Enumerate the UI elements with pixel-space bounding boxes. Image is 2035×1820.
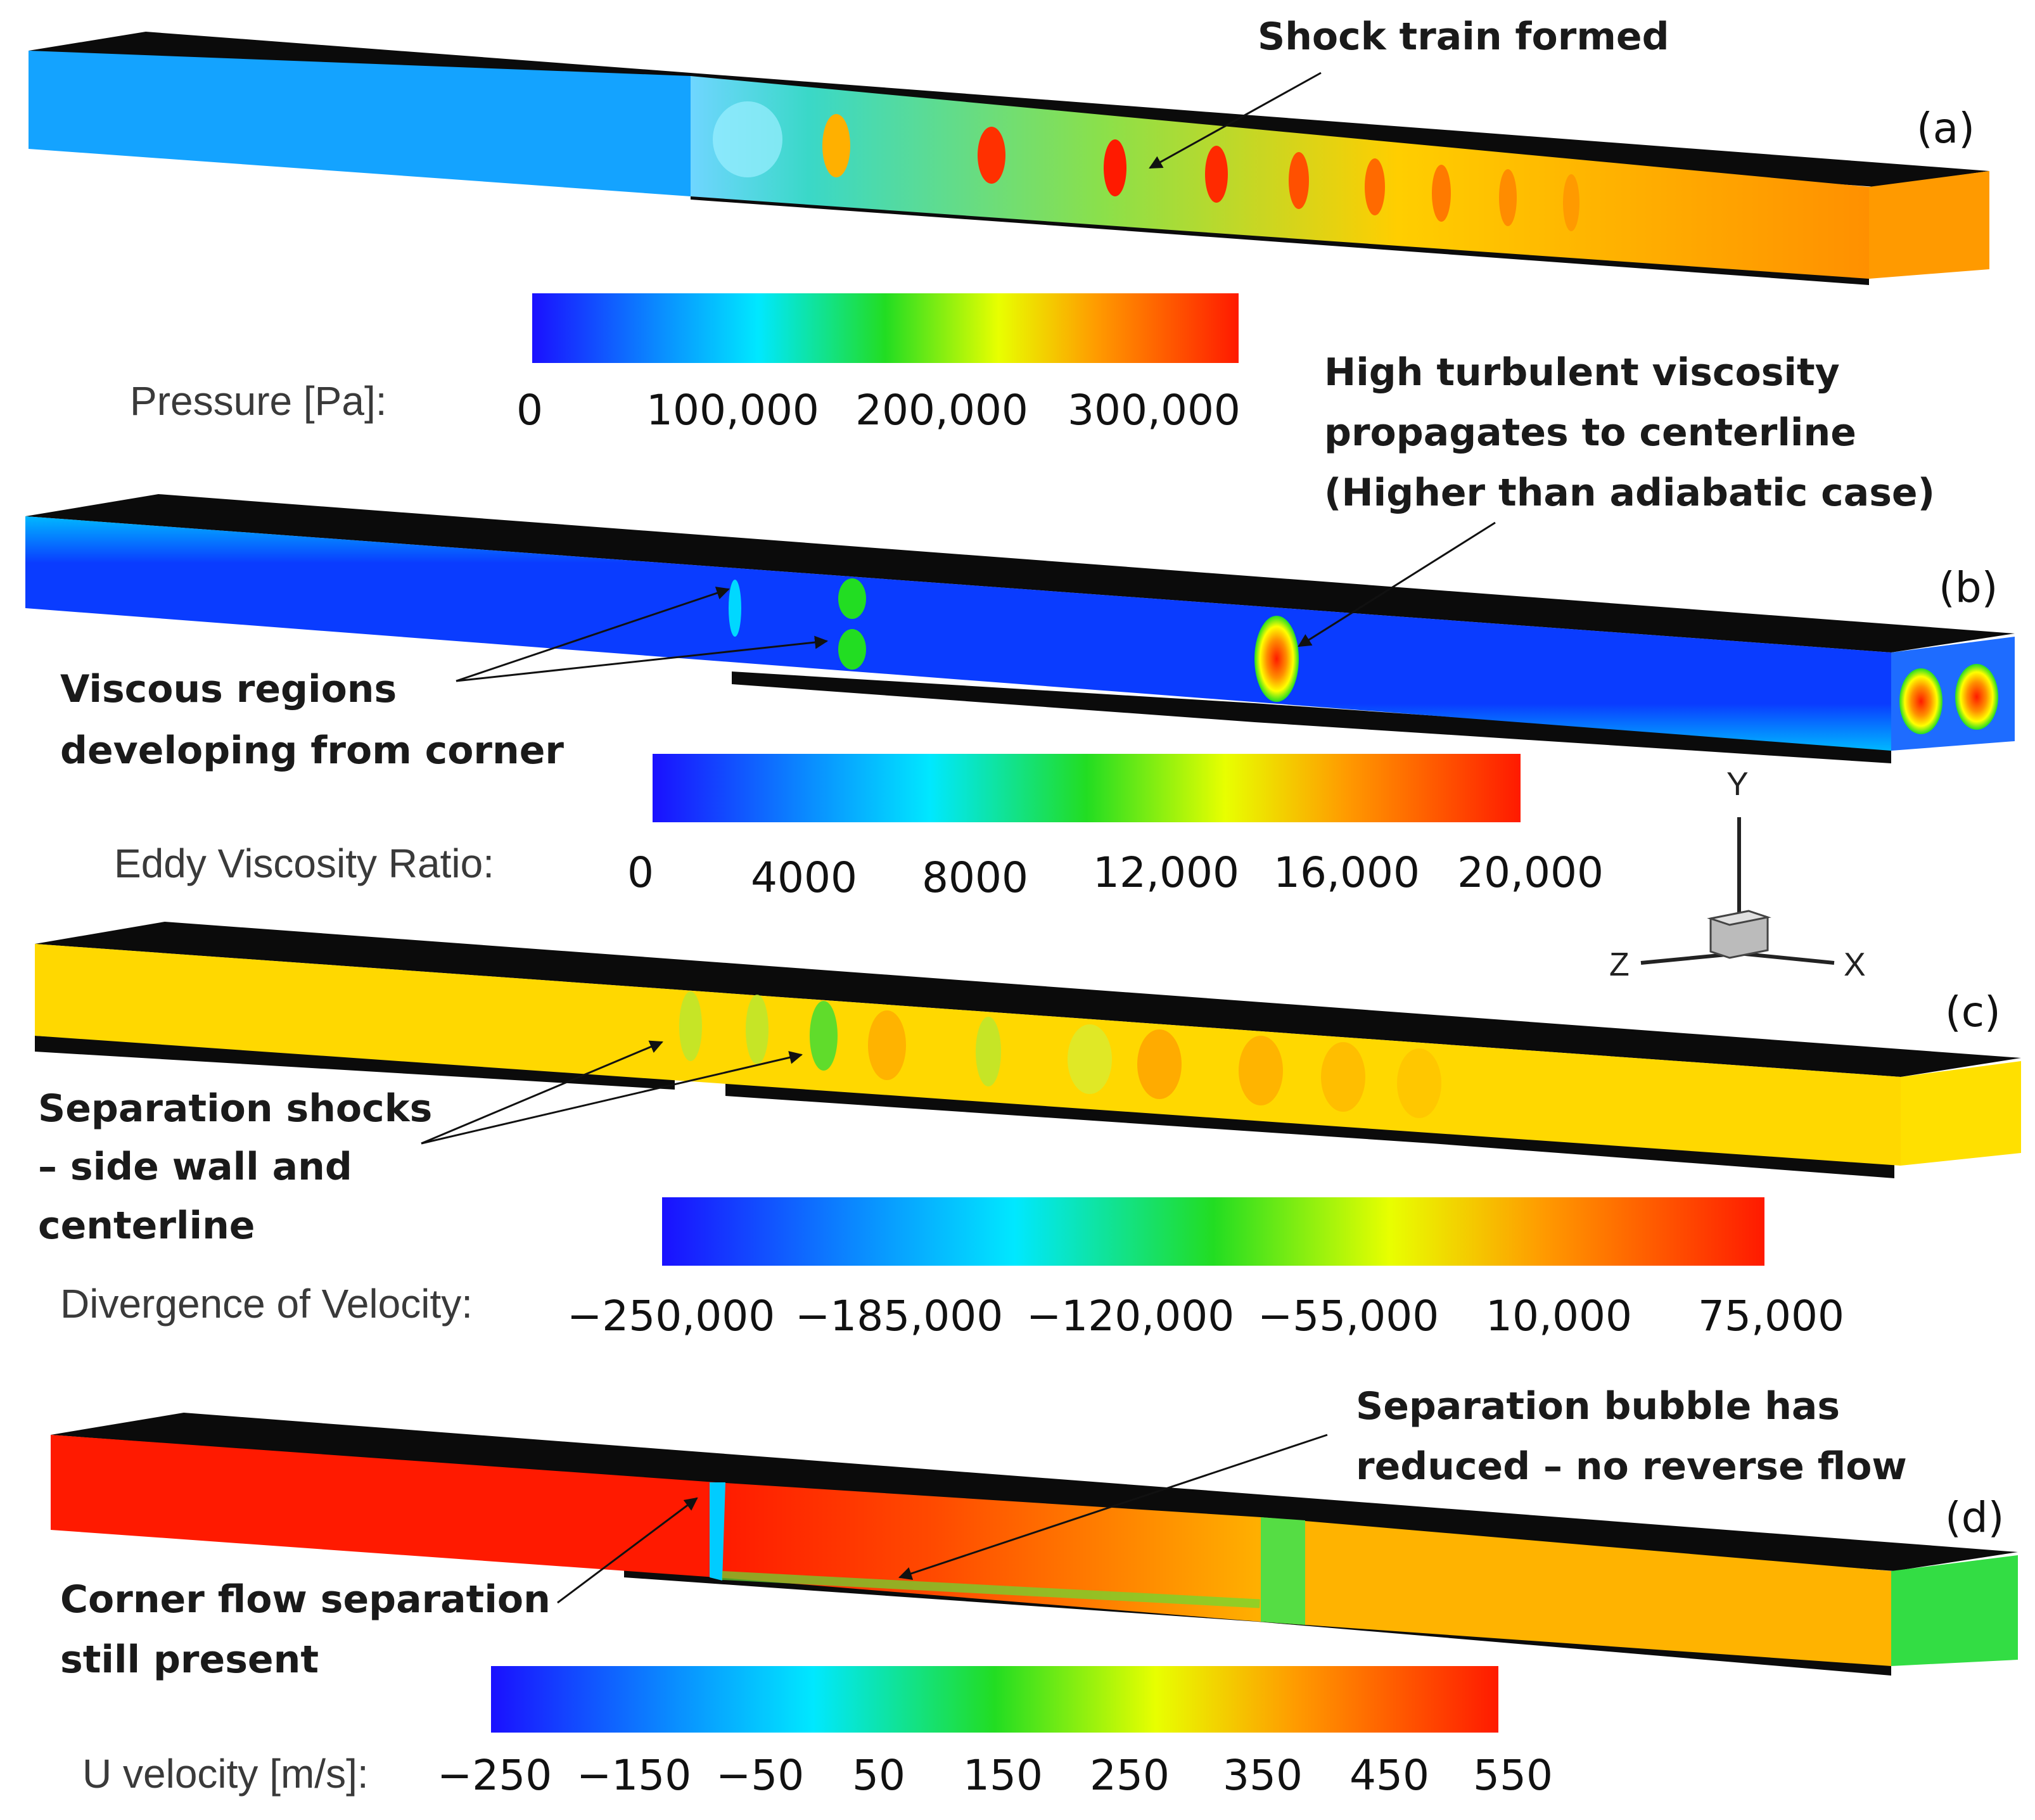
colorbar-divergence	[662, 1197, 1764, 1266]
tick: 75,000	[1698, 1292, 1844, 1340]
annotation-sep-shocks-2: – side wall and	[38, 1145, 352, 1189]
annotation-bubble-2: reduced – no reverse flow	[1356, 1444, 1907, 1489]
duct-bottom-face	[35, 1036, 675, 1090]
colorbar-title-pressure: Pressure [Pa]:	[130, 378, 387, 424]
colorbar-pressure	[532, 293, 1239, 363]
arrow-sep-2	[421, 1051, 803, 1145]
colorbar-ticks-pressure: 0 100,000 200,000 300,000	[516, 386, 1241, 435]
panel-a: Shock train formed (a) Pressure [Pa]: 0 …	[29, 15, 1989, 435]
duct-side-face	[29, 51, 691, 196]
panel-label-c: (c)	[1945, 988, 2001, 1036]
annotation-viscous-2: developing from corner	[60, 729, 564, 773]
panel-label-a: (a)	[1917, 104, 1975, 153]
annotation-viscous-1: Viscous regions	[60, 667, 397, 711]
shock-cells	[679, 991, 1441, 1118]
arrow-viscous-1	[456, 587, 730, 682]
panel-b: High turbulent viscosity propagates to c…	[25, 350, 2015, 983]
panel-label-b: (b)	[1939, 563, 1998, 612]
duct-top-face	[25, 494, 2015, 652]
tick: −250,000	[567, 1292, 775, 1340]
duct-outlet-face	[1891, 1555, 2018, 1666]
colorbar-title-divergence: Divergence of Velocity:	[60, 1281, 473, 1327]
tick: 16,000	[1273, 848, 1420, 897]
tick: 300,000	[1068, 386, 1241, 435]
annotation-high-visc-3: (Higher than adiabatic case)	[1324, 471, 1935, 515]
tick: −120,000	[1026, 1292, 1234, 1340]
annotation-corner-1: Corner flow separation	[60, 1577, 551, 1622]
arrow-corner	[557, 1497, 698, 1604]
tick: −150	[577, 1751, 691, 1800]
colorbar-title-u-velocity: U velocity [m/s]:	[82, 1751, 369, 1797]
arrow-viscous-2	[456, 635, 829, 682]
panel-d: Separation bubble has reduced – no rever…	[51, 1384, 2018, 1800]
duct-outlet-face	[1901, 1061, 2021, 1166]
arrow-sep-1	[421, 1040, 663, 1145]
tick: 8000	[922, 853, 1028, 902]
arrow-bubble	[898, 1434, 1328, 1580]
arrow-high-visc	[1298, 521, 1496, 647]
axis-z-label: Z	[1609, 946, 1630, 983]
colorbar-ticks-divergence: −250,000 −185,000 −120,000 −55,000 10,00…	[567, 1292, 1844, 1340]
colorbar-eddy	[653, 754, 1521, 822]
panel-label-d: (d)	[1945, 1493, 2004, 1542]
flow-field-b	[25, 516, 1891, 751]
tick: 250	[1090, 1751, 1170, 1800]
flow-field-d	[51, 1435, 716, 1577]
flow-field-d-down	[1261, 1517, 1891, 1666]
annotation-shock-train: Shock train formed	[1258, 15, 1669, 59]
tick: 50	[852, 1751, 905, 1800]
viscous-regions	[729, 578, 1299, 702]
axis-y-label: Y	[1726, 766, 1749, 803]
green-band	[1261, 1517, 1305, 1625]
duct-outlet-face	[1869, 171, 1989, 279]
annotation-high-visc-2: propagates to centerline	[1324, 410, 1856, 455]
flow-field-d-mid	[716, 1482, 1261, 1622]
tick: 150	[963, 1751, 1043, 1800]
tick: 12,000	[1093, 848, 1239, 897]
duct-top-face	[51, 1413, 2018, 1571]
tick: −50	[716, 1751, 804, 1800]
flow-field-a	[691, 76, 1869, 279]
annotation-sep-shocks-1: Separation shocks	[38, 1086, 432, 1131]
corner-separation	[710, 1482, 725, 1581]
duct-top-face	[35, 922, 2021, 1077]
tick: −185,000	[795, 1292, 1003, 1340]
colorbar-title-eddy: Eddy Viscosity Ratio:	[114, 841, 494, 886]
shock-train-bands	[713, 101, 1579, 231]
tick: 200,000	[855, 386, 1028, 435]
colorbar-u-velocity	[491, 1666, 1498, 1733]
tick: 450	[1349, 1751, 1429, 1800]
duct-bottom-face	[732, 671, 1891, 763]
tick: −250	[437, 1751, 552, 1800]
colorbar-ticks-eddy: 0 4000 8000 12,000 16,000 20,000	[627, 848, 1604, 902]
tick: 350	[1223, 1751, 1303, 1800]
tick: 550	[1473, 1751, 1553, 1800]
tick: 0	[516, 386, 543, 435]
colorbar-ticks-u-velocity: −250 −150 −50 50 150 250 350 450 550	[437, 1751, 1553, 1800]
tick: 10,000	[1486, 1292, 1632, 1340]
tick: 4000	[751, 853, 857, 902]
tick: 20,000	[1457, 848, 1604, 897]
tick: 0	[627, 848, 654, 897]
panel-c: Separation shocks – side wall and center…	[35, 922, 2021, 1340]
axes-triad: Y Z X	[1609, 766, 1866, 983]
annotation-corner-2: still present	[60, 1638, 319, 1682]
axis-x-label: X	[1844, 946, 1866, 983]
flow-field-c	[35, 944, 1901, 1166]
tick: −55,000	[1258, 1292, 1439, 1340]
arrow-shock-train	[1149, 72, 1322, 169]
annotation-bubble-1: Separation bubble has	[1356, 1384, 1840, 1429]
annotation-high-visc-1: High turbulent viscosity	[1324, 350, 1840, 395]
tick: 100,000	[646, 386, 819, 435]
annotation-sep-shocks-3: centerline	[38, 1204, 255, 1248]
